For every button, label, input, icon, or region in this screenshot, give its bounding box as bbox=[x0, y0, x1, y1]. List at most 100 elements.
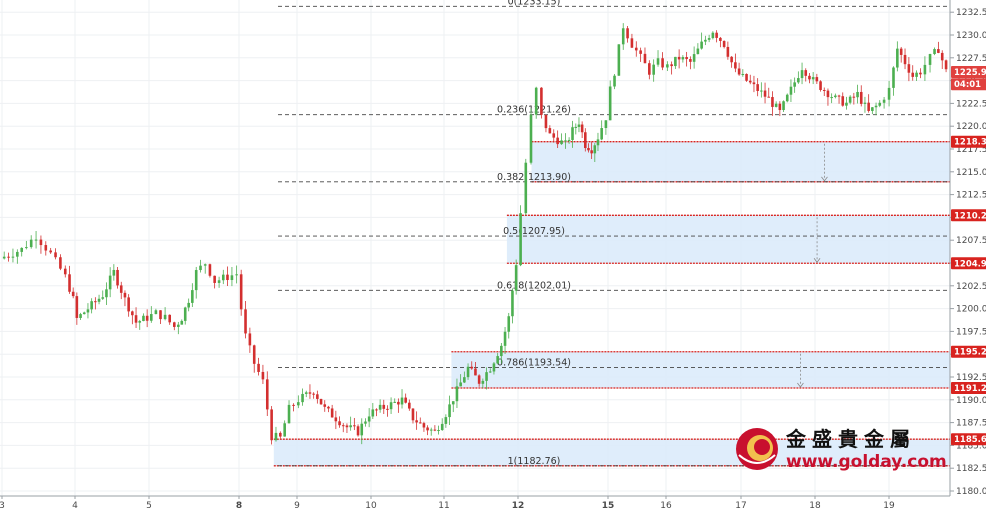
candle-body bbox=[911, 72, 915, 77]
candle-body bbox=[345, 425, 349, 428]
y-tick-label: 1190.00 bbox=[956, 396, 986, 406]
candle-body bbox=[287, 404, 291, 424]
candle-body bbox=[323, 404, 327, 407]
candle-body bbox=[382, 404, 386, 409]
candle-body bbox=[444, 417, 448, 424]
candle-body bbox=[389, 402, 393, 410]
candle-body bbox=[621, 28, 625, 45]
candle-body bbox=[433, 429, 437, 431]
candle-body bbox=[270, 409, 273, 441]
candle-body bbox=[745, 73, 748, 81]
candle-body bbox=[871, 107, 874, 111]
logo-title: 金盛貴金屬 bbox=[785, 427, 916, 451]
x-axis: 3 4 5 8 9 10 11 12 15 16 17 18 19 bbox=[0, 495, 950, 511]
candle-body bbox=[919, 72, 922, 75]
x-tick-label: 8 bbox=[236, 501, 242, 511]
y-tick-label: 1215.00 bbox=[956, 168, 986, 178]
y-tick-label: 1222.50 bbox=[956, 99, 986, 109]
x-tick-label: 19 bbox=[883, 501, 895, 511]
candle-body bbox=[584, 132, 587, 149]
candle-body bbox=[203, 264, 207, 266]
candle-body bbox=[822, 89, 826, 91]
candle-body bbox=[574, 126, 578, 128]
candle-body bbox=[867, 102, 870, 111]
candle-body bbox=[590, 150, 593, 154]
emblem-swoosh bbox=[738, 454, 776, 464]
fib-label: 0.382(1213.90) bbox=[497, 172, 571, 183]
candle-body bbox=[283, 423, 286, 437]
candle-body bbox=[752, 82, 756, 85]
candle-body bbox=[356, 426, 360, 436]
y-tick-label: 1185.00 bbox=[956, 441, 986, 451]
candle-body bbox=[235, 274, 238, 276]
candle-body bbox=[789, 86, 793, 95]
candle-body bbox=[71, 291, 75, 297]
candle-body bbox=[257, 363, 260, 372]
candle-body bbox=[677, 56, 681, 60]
candle-body bbox=[400, 397, 404, 405]
candle-body bbox=[191, 290, 194, 303]
candle-body bbox=[793, 82, 796, 87]
candle-body bbox=[670, 64, 673, 67]
candle-body bbox=[741, 73, 745, 75]
price-tag bbox=[951, 345, 986, 358]
candle-body bbox=[500, 345, 503, 357]
x-tick-label: 3 bbox=[0, 501, 5, 511]
candle-body bbox=[837, 95, 841, 97]
candle-body bbox=[119, 285, 123, 293]
candle-body bbox=[899, 48, 903, 55]
candle-body bbox=[834, 95, 837, 98]
price-tag-label: 1195.27 bbox=[954, 348, 986, 358]
price-tag-label: 1191.29 bbox=[954, 384, 986, 394]
candle-body bbox=[726, 46, 730, 57]
candle-body bbox=[105, 289, 108, 298]
candle-body bbox=[648, 63, 651, 75]
candle-body bbox=[848, 96, 852, 103]
candle-body bbox=[552, 133, 556, 138]
candle-body bbox=[767, 96, 771, 98]
candle-body bbox=[778, 103, 782, 111]
candle-body bbox=[652, 64, 655, 75]
candle-body bbox=[826, 90, 830, 98]
x-tick-label: 15 bbox=[602, 501, 615, 511]
candle-body bbox=[2, 256, 6, 259]
candle-body bbox=[571, 127, 574, 140]
candle-body bbox=[845, 102, 848, 106]
y-tick-label: 1197.50 bbox=[956, 327, 986, 337]
candle-body bbox=[194, 270, 198, 291]
candle-body bbox=[519, 213, 522, 266]
candle-body bbox=[481, 380, 485, 384]
x-tick-label: 9 bbox=[294, 501, 300, 511]
candle-body bbox=[16, 251, 19, 257]
candle-body bbox=[159, 310, 162, 320]
x-tick-label: 11 bbox=[438, 501, 449, 511]
candle-body bbox=[719, 37, 722, 41]
y-tick-label: 1207.50 bbox=[956, 236, 986, 246]
candle-body bbox=[580, 124, 584, 133]
candle-body bbox=[145, 315, 149, 321]
candle-body bbox=[524, 162, 528, 214]
candle-body bbox=[180, 320, 184, 325]
candle-body bbox=[463, 377, 466, 383]
price-tag bbox=[951, 209, 986, 222]
y-tick-label: 1217.50 bbox=[956, 145, 986, 155]
candle-body bbox=[75, 296, 79, 318]
candle-body bbox=[39, 239, 43, 246]
candle-body bbox=[503, 331, 507, 346]
candle-body bbox=[639, 50, 642, 54]
y-tick-label: 1220.00 bbox=[956, 122, 986, 132]
candle-body bbox=[737, 68, 741, 75]
price-tag bbox=[951, 382, 986, 395]
candle-body bbox=[274, 432, 278, 441]
zone-box bbox=[451, 351, 950, 389]
price-tag bbox=[951, 66, 986, 79]
candle-body bbox=[112, 269, 116, 276]
candle-body bbox=[327, 406, 330, 409]
price-tags: 1225.94 04:01 1218.30 1210.23 1204.97 1195.27… bbox=[951, 66, 986, 445]
candle-body bbox=[312, 393, 315, 395]
candle-body bbox=[852, 96, 856, 98]
candle-body bbox=[474, 368, 477, 376]
candle-body bbox=[488, 371, 492, 373]
